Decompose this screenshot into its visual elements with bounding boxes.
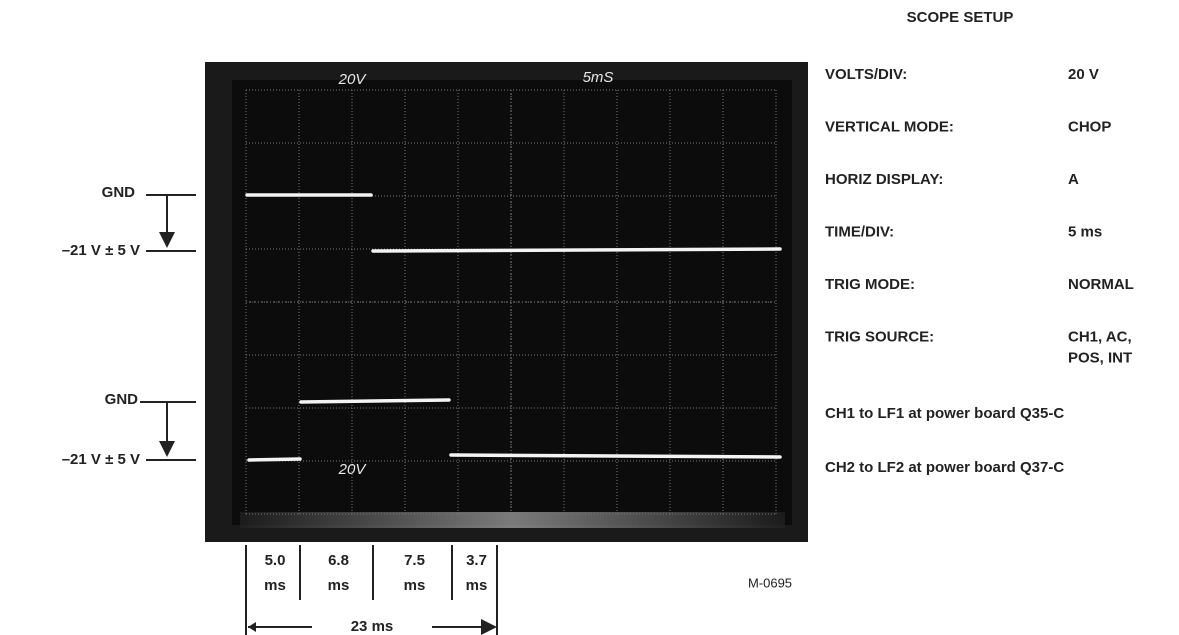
setup-value: NORMAL: [1068, 276, 1134, 293]
timing: 5.0 ms 6.8 ms 7.5 ms 3.7 ms: [245, 545, 498, 635]
screen-volts: 20V: [338, 461, 368, 478]
setup-label: TRIG MODE:: [825, 276, 915, 293]
setup-label: TIME/DIV:: [825, 223, 894, 240]
segment-unit: ms: [404, 577, 426, 594]
segment-unit: ms: [328, 577, 350, 594]
ch1-trace-low: [371, 247, 782, 253]
level-label: –21 V ± 5 V: [62, 242, 140, 259]
setup-label: VOLTS/DIV:: [825, 66, 907, 83]
total-time: 23 ms: [351, 618, 394, 635]
segment-unit: ms: [466, 577, 488, 594]
segment-unit: ms: [264, 577, 286, 594]
setup-label: VERTICAL MODE:: [825, 118, 954, 135]
traces: [245, 193, 782, 462]
screen-volts: 20V: [338, 71, 368, 88]
setup-value: CH1, AC,: [1068, 328, 1132, 345]
level-label: GND: [102, 184, 136, 201]
setup-note: CH1 to LF1 at power board Q35-C: [825, 405, 1064, 422]
ch2-trace-gnd: [299, 398, 451, 404]
ch2-trace-low: [247, 457, 302, 462]
setup-note: CH2 to LF2 at power board Q37-C: [825, 459, 1064, 476]
setup-label: HORIZ DISPLAY:: [825, 171, 943, 188]
arrow-head: [248, 622, 256, 632]
setup-value: 20 V: [1068, 66, 1099, 83]
setup-value: 5 ms: [1068, 223, 1102, 240]
setup-value: A: [1068, 171, 1079, 188]
segment-value: 3.7: [466, 552, 487, 569]
setup-label: TRIG SOURCE:: [825, 328, 934, 345]
level-label: GND: [105, 391, 139, 408]
setup-value: POS, INT: [1068, 349, 1132, 366]
screen-glow: [240, 512, 785, 528]
segment-value: 6.8: [328, 552, 349, 569]
setup-title: SCOPE SETUP: [907, 9, 1014, 26]
segment-value: 7.5: [404, 552, 425, 569]
screen-time: 5mS: [583, 69, 614, 86]
figure-id: M-0695: [748, 575, 792, 590]
setup-value: CHOP: [1068, 118, 1111, 135]
setup-table: VOLTS/DIV: 20 V VERTICAL MODE: CHOP HORIZ DI…: [825, 66, 1134, 476]
level-label: –21 V ± 5 V: [62, 451, 140, 468]
ch2-trace-low: [449, 453, 782, 459]
segment-value: 5.0: [265, 552, 286, 569]
